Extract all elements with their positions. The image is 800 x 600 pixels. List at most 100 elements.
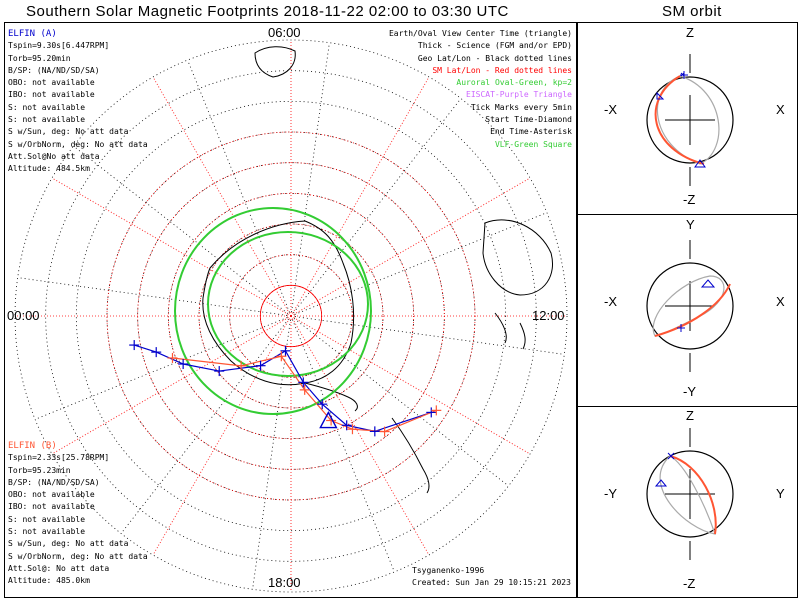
- legend-entry: VLF-Green Square: [494, 139, 572, 149]
- tick-mark-a: [280, 345, 291, 356]
- view-triangle-a: [654, 479, 668, 487]
- mlt-label-12: 12:00: [532, 308, 565, 323]
- satellite-a-line: Tspin=9.30s[6.447RPM]: [8, 41, 110, 51]
- orbit-b: [654, 75, 705, 165]
- geo-lat-ring: [45, 70, 537, 562]
- satellite-b-line: Altitude: 485.0km: [8, 576, 90, 586]
- satellite-a-line: Torb=95.20min: [8, 53, 71, 63]
- orbit-axis-label: -X: [604, 102, 617, 117]
- legend-entry: Start Time-Diamond: [485, 115, 572, 125]
- satellite-b-line: Att.Sol@: No att data: [8, 563, 110, 573]
- orbit-axis-label: X: [776, 294, 785, 309]
- orbit-panels: [646, 54, 734, 560]
- polar-plot: [14, 39, 568, 593]
- antarctica-coastline: [202, 220, 355, 386]
- sm-lon-line: [290, 76, 430, 317]
- satellite-a-line: S: not available: [8, 115, 86, 125]
- australia-coastline: [482, 219, 553, 296]
- satellite-a-line: B/SP: (NA/ND/SD/SA): [8, 65, 100, 75]
- tick-mark-a: [214, 366, 225, 377]
- geo-lon-line: [17, 277, 292, 317]
- legend-entry: Earth/Oval View Center Time (triangle): [388, 29, 572, 38]
- sm-lat-ring: [167, 192, 415, 440]
- chart-title: Southern Solar Magnetic Footprints 2018-…: [26, 3, 509, 20]
- satellite-a-info: ELFIN (A) Tspin=9.30s[6.447RPM] Torb=95.…: [8, 28, 148, 176]
- satellite-b-line: IBO: not available: [8, 502, 95, 512]
- geo-lon-line: [290, 315, 395, 573]
- orbit-axis-label: Y: [776, 486, 785, 501]
- orbit-panel-yz: [646, 428, 734, 560]
- satellite-b-name: ELFIN (B): [8, 441, 57, 451]
- sm-lon-line: [51, 315, 292, 455]
- tick-mark-b: [299, 384, 310, 395]
- view-triangle-a: [700, 279, 716, 288]
- orbit-axis-label: -Y: [604, 486, 617, 501]
- marker-a: [667, 452, 675, 460]
- sm-lon-line: [152, 315, 292, 556]
- orbit-panel-xy: [646, 240, 734, 372]
- tick-mark-a: [369, 426, 380, 437]
- satellite-a-line: S: not available: [8, 102, 86, 112]
- sm-lon-line: [152, 76, 292, 317]
- legend-entry: EISCAT-Purple Triangle: [466, 90, 572, 100]
- footprint-markers: [129, 340, 442, 437]
- auroral-ovals: [174, 207, 372, 415]
- tick-mark-b: [167, 352, 178, 363]
- tick-mark-a: [426, 407, 437, 418]
- mlt-label-00: 00:00: [7, 308, 40, 323]
- created-timestamp: Created: Sun Jan 29 10:15:21 2023: [412, 578, 571, 588]
- sm-pole-ring: [259, 284, 323, 348]
- orbit-a: [659, 455, 716, 535]
- footprint-tracks: [134, 344, 437, 433]
- earth-outline: [646, 450, 734, 538]
- credits: Tsyganenko-1996 Created: Sun Jan 29 10:1…: [412, 565, 571, 590]
- new-zealand-coastline: [494, 312, 526, 350]
- orbit-axis-label: -Y: [683, 384, 696, 399]
- tick-mark-b: [236, 360, 247, 371]
- tick-mark-a: [151, 347, 162, 358]
- satellite-b-line: Tspin=2.33s[25.78RPM]: [8, 453, 110, 463]
- sm-lat-ring: [198, 223, 384, 409]
- tick-mark-b: [276, 351, 287, 362]
- geo-lon-line: [290, 212, 548, 317]
- tick-mark-a: [341, 420, 352, 431]
- satellite-a-line: Att.Sol@No att data: [8, 151, 100, 161]
- africa-coastline: [254, 46, 296, 78]
- model-credit: Tsyganenko-1996: [412, 566, 485, 575]
- orbit-axis-label: Y: [686, 217, 695, 232]
- legend: Earth/Oval View Center Time (triangle) T…: [389, 28, 572, 151]
- tick-mark-a: [255, 360, 266, 371]
- sm-lon-line: [290, 177, 531, 317]
- satellite-a-line: IBO: not available: [8, 90, 95, 100]
- satellite-a-name: ELFIN (A): [8, 29, 57, 39]
- satellite-a-line: S w/Sun, deg: No att data: [8, 127, 129, 137]
- sm-lon-line: [51, 177, 292, 317]
- orbit-axis-label: -Z: [683, 192, 696, 207]
- auroral-oval-inner: [207, 231, 369, 377]
- geo-lat-ring: [14, 39, 568, 593]
- orbit-b: [669, 455, 717, 535]
- earth-outline: [646, 262, 734, 350]
- view-center-triangle: [319, 411, 338, 429]
- geo-lon-line: [290, 315, 509, 487]
- geo-lon-line: [290, 42, 330, 317]
- geo-lon-line: [187, 59, 292, 317]
- grid: [14, 39, 568, 593]
- satellite-b-info: ELFIN (B) Tspin=2.33s[25.78RPM] Torb=95.…: [8, 440, 148, 588]
- legend-entry: Thick - Science (FGM and/or EPD): [417, 41, 572, 51]
- auroral-oval-outer: [174, 207, 372, 415]
- view-triangle-a: [694, 159, 706, 168]
- legend-entry: Geo Lat/Lon - Black dotted lines: [417, 53, 572, 63]
- orbit-title: SM orbit: [662, 3, 722, 20]
- geo-lon-line: [252, 315, 292, 590]
- orbit-axis-label: -X: [604, 294, 617, 309]
- legend-entry: Tick Marks every 5min: [470, 102, 572, 112]
- legend-entry: End Time-Asterisk: [490, 127, 572, 137]
- orbit-axis-label: -Z: [683, 576, 696, 591]
- sm-lat-ring: [229, 254, 353, 378]
- sm-lon-line: [290, 315, 531, 455]
- peninsula-coastline: [304, 382, 358, 412]
- tick-mark-a: [129, 340, 140, 351]
- legend-entry: SM Lat/Lon - Red dotted lines: [432, 65, 572, 75]
